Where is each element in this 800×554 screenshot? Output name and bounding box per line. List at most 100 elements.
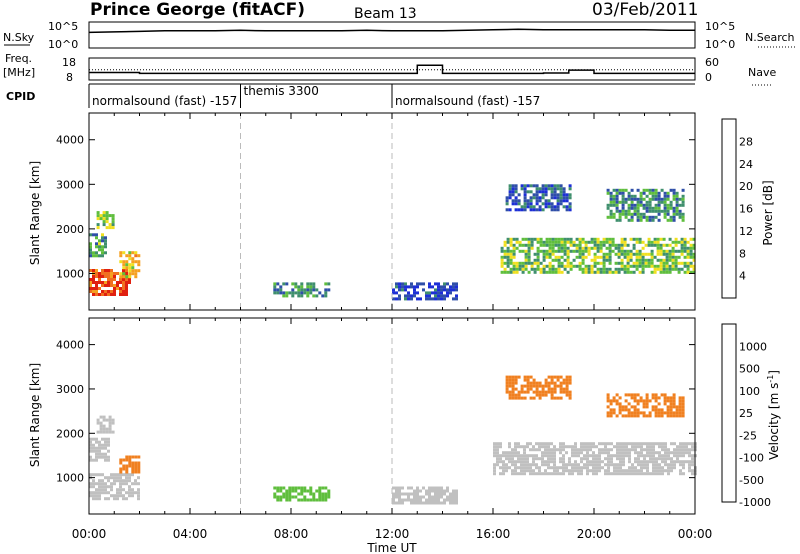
data-cell [122, 290, 125, 293]
data-cell [446, 282, 449, 286]
data-cell [671, 258, 675, 262]
data-cell [615, 402, 619, 406]
data-cell [664, 469, 667, 473]
data-cell [641, 252, 645, 256]
data-cell [641, 258, 645, 262]
data-cell [688, 463, 691, 467]
data-cell [98, 293, 101, 296]
data-cell [641, 267, 645, 271]
data-cell [532, 390, 536, 394]
freq-left-unit: [MHz] [3, 66, 35, 79]
data-cell [620, 240, 624, 244]
data-cell [638, 258, 642, 262]
data-cell [674, 267, 678, 271]
data-cell [529, 448, 532, 452]
data-cell [122, 284, 125, 287]
data-cell [598, 442, 601, 446]
data-cell [624, 215, 628, 219]
data-cell [544, 445, 547, 449]
data-cell [627, 393, 631, 397]
data-cell [651, 396, 655, 400]
data-cell [574, 442, 577, 446]
data-cell [638, 249, 642, 253]
data-cell [502, 451, 505, 455]
data-cell [529, 381, 533, 385]
data-cell [586, 442, 589, 446]
data-cell [105, 430, 109, 434]
data-cell [583, 445, 586, 449]
data-cell [656, 258, 660, 262]
data-cell [520, 457, 523, 461]
data-cell [592, 466, 595, 470]
noise-left-label: N.Sky [3, 31, 35, 44]
data-cell [620, 258, 624, 262]
data-cell [581, 237, 585, 241]
data-cell [95, 272, 98, 275]
data-cell [658, 466, 661, 470]
data-cell [599, 267, 603, 271]
data-cell [526, 387, 530, 391]
data-cell [401, 498, 404, 502]
data-cell [134, 251, 138, 255]
data-cell [624, 405, 628, 409]
data-cell [401, 492, 404, 496]
data-cell [631, 448, 634, 452]
data-cell [616, 448, 619, 452]
data-cell [646, 451, 649, 455]
data-cell [680, 261, 684, 265]
data-cell [689, 261, 693, 265]
data-cell [306, 285, 310, 289]
data-cell [671, 246, 675, 250]
data-cell [107, 440, 110, 444]
data-cell [523, 199, 527, 203]
data-cell [632, 252, 636, 256]
data-cell [625, 442, 628, 446]
data-cell [98, 443, 101, 447]
data-cell [410, 492, 413, 496]
data-cell [657, 191, 661, 195]
data-cell [532, 457, 535, 461]
data-cell [565, 387, 569, 391]
data-cell [609, 215, 613, 219]
data-cell [650, 258, 654, 262]
data-cell [276, 486, 280, 490]
data-cell [634, 472, 637, 476]
data-cell [493, 442, 496, 446]
data-cell [645, 399, 649, 403]
data-cell [440, 501, 443, 505]
data-cell [131, 263, 135, 267]
data-cell [551, 237, 555, 241]
data-cell [670, 460, 673, 464]
data-cell [508, 193, 512, 197]
data-cell [691, 469, 694, 473]
data-cell [669, 215, 673, 219]
data-cell [635, 237, 639, 241]
data-cell [675, 206, 679, 210]
data-cell [663, 215, 667, 219]
data-cell [678, 399, 682, 403]
data-cell [645, 203, 649, 207]
date-title: 03/Feb/2011 [592, 0, 698, 20]
data-cell [658, 457, 661, 461]
data-cell [660, 188, 664, 192]
data-cell [282, 486, 286, 490]
data-cell [89, 449, 92, 453]
data-cell [131, 251, 135, 255]
data-cell [640, 442, 643, 446]
data-cell [648, 215, 652, 219]
data-cell [125, 464, 129, 468]
data-cell [452, 498, 455, 502]
data-cell [605, 255, 609, 259]
data-cell [656, 243, 660, 247]
data-cell [523, 469, 526, 473]
data-cell [434, 495, 437, 499]
data-cell [550, 187, 554, 191]
data-cell [505, 202, 509, 206]
data-cell [621, 200, 625, 204]
data-cell [122, 272, 126, 276]
data-cell [131, 470, 135, 474]
data-cell [505, 199, 509, 203]
data-cell [536, 246, 540, 250]
data-cell [128, 278, 131, 281]
data-cell [649, 457, 652, 461]
